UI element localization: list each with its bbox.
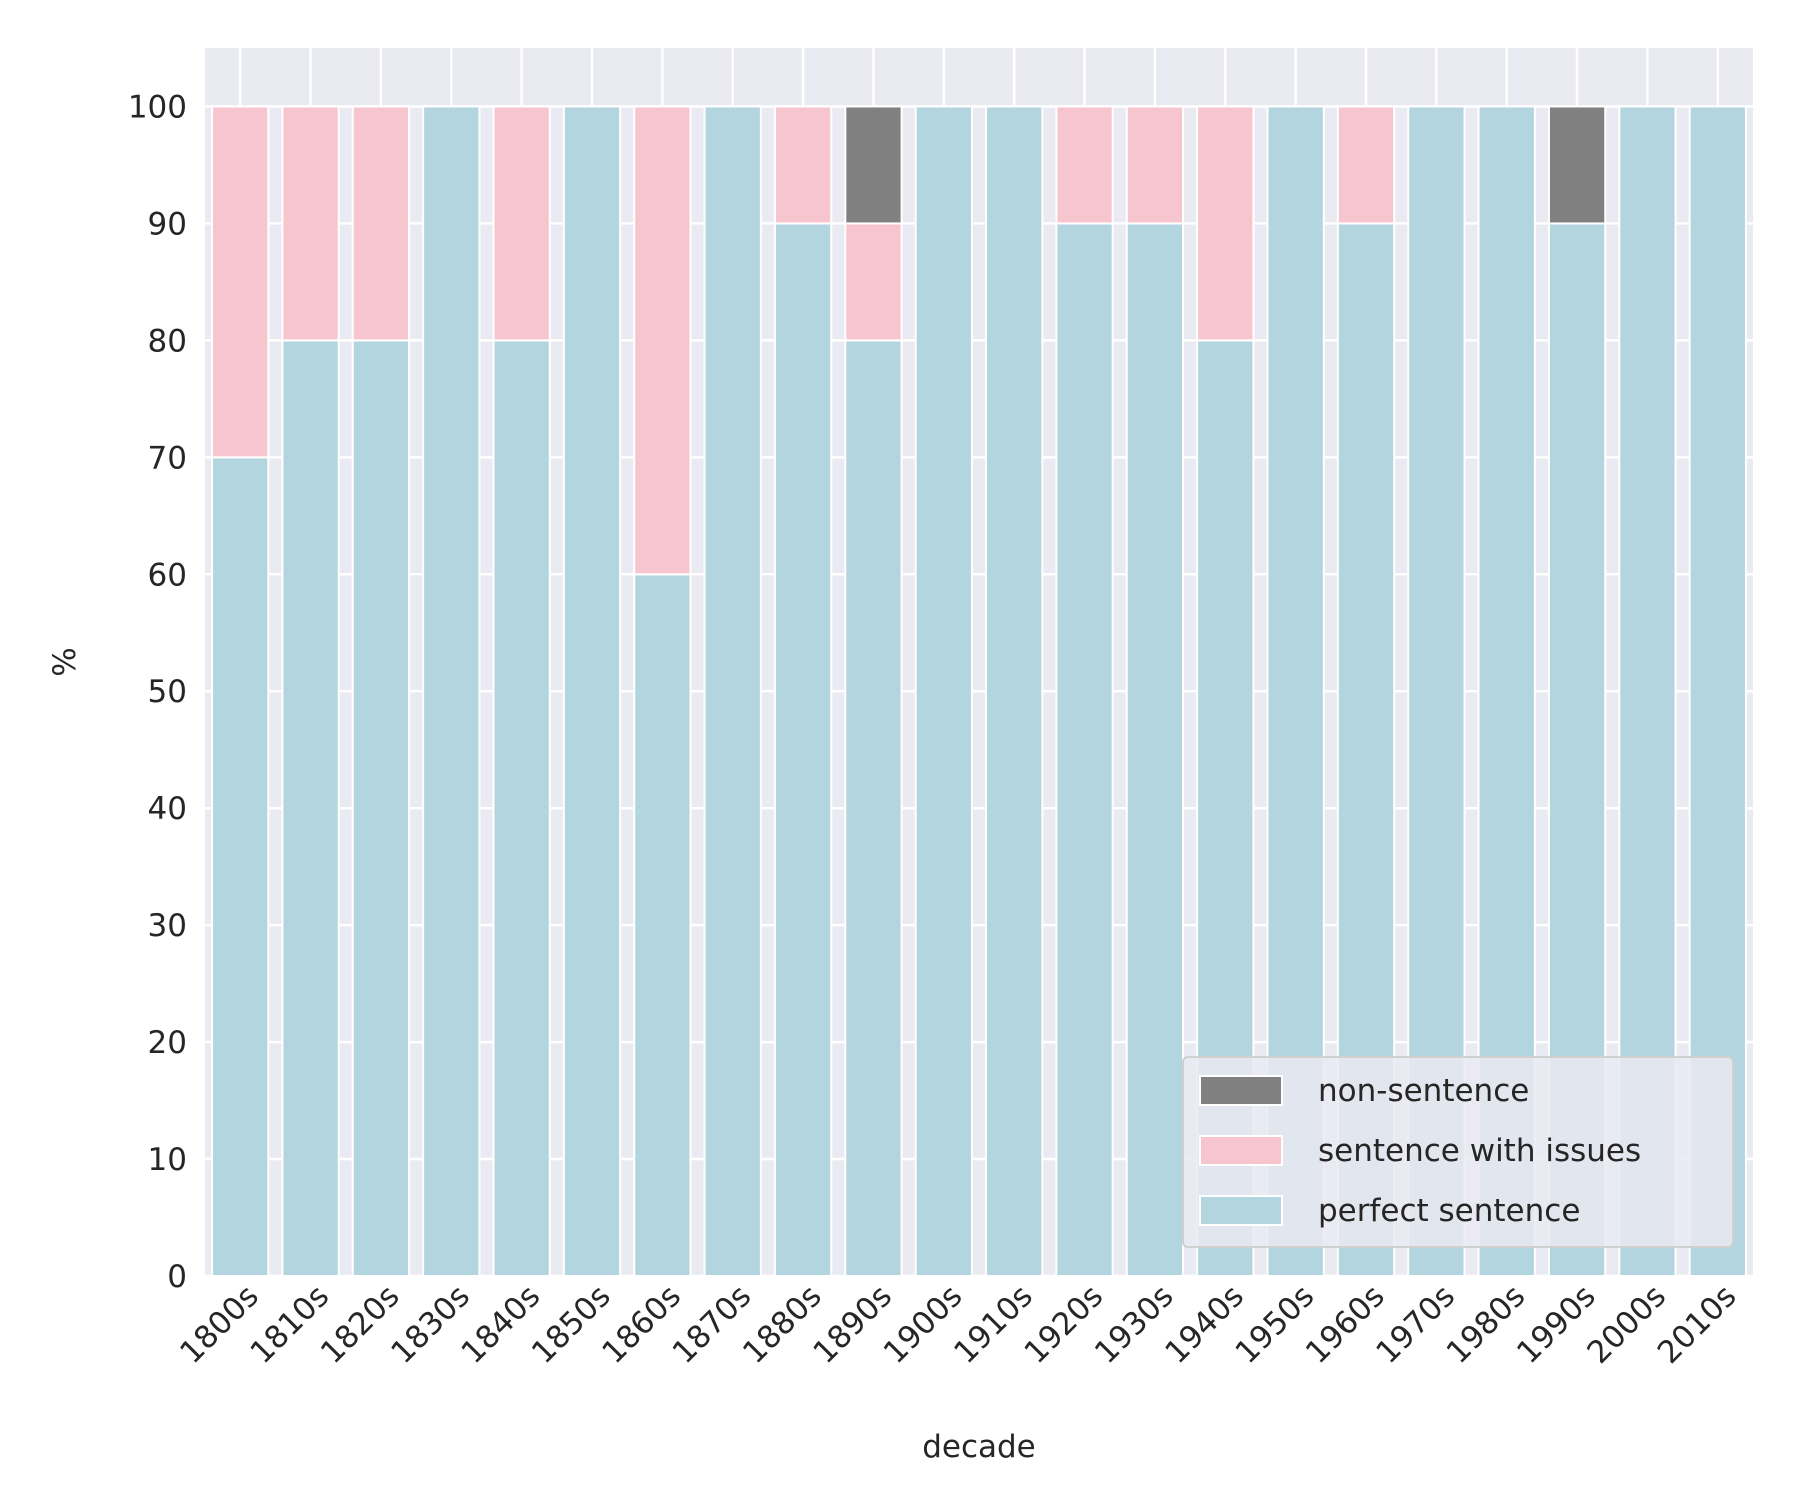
bar-sentence-with-issues-1820s <box>351 105 411 342</box>
bar-non-sentence-1990s <box>1547 105 1607 225</box>
x-tick-label: 1910s <box>947 1278 1040 1371</box>
y-tick-label: 10 <box>148 1142 187 1178</box>
bar-perfect-sentence-1850s <box>562 105 622 1277</box>
y-tick-label: 80 <box>148 323 187 359</box>
y-tick-label: 60 <box>148 557 187 593</box>
bar-perfect-sentence-1890s <box>844 339 903 1277</box>
legend: non-sentence sentence with issues perfect … <box>1182 1056 1734 1248</box>
bar-non-sentence-1890s <box>844 105 903 225</box>
bar-perfect-sentence-1810s <box>281 339 340 1277</box>
x-tick-label: 1830s <box>384 1278 477 1371</box>
x-tick-label: 1990s <box>1510 1278 1603 1371</box>
x-tick-label: 1840s <box>455 1278 548 1371</box>
x-tick-label: 1890s <box>806 1278 899 1371</box>
bar-sentence-with-issues-1930s <box>1125 105 1185 225</box>
x-tick-label: 1940s <box>1158 1278 1251 1371</box>
bar-perfect-sentence-1840s <box>492 339 551 1277</box>
y-tick-label: 50 <box>148 674 187 710</box>
bar-perfect-sentence-1860s <box>633 573 692 1277</box>
bar-sentence-with-issues-1860s <box>633 105 692 576</box>
y-axis-ticks: 0 10 20 30 40 50 60 70 80 90 100 <box>128 89 187 1295</box>
legend-swatch <box>1199 1135 1283 1166</box>
bar-perfect-sentence-1800s <box>211 456 270 1278</box>
y-axis-label: % <box>47 647 83 676</box>
x-tick-label: 1900s <box>877 1278 970 1371</box>
bar-perfect-sentence-1930s <box>1125 222 1185 1277</box>
x-tick-label: 1820s <box>314 1278 407 1371</box>
y-tick-label: 90 <box>148 206 187 242</box>
bar-perfect-sentence-1870s <box>703 105 762 1277</box>
y-tick-label: 30 <box>148 908 187 944</box>
legend-box <box>1182 1056 1734 1248</box>
bar-sentence-with-issues-1920s <box>1055 105 1114 225</box>
bar-perfect-sentence-1910s <box>985 105 1044 1277</box>
x-tick-label: 2010s <box>1651 1278 1744 1371</box>
x-tick-label: 1980s <box>1440 1278 1533 1371</box>
x-tick-label: 2000s <box>1580 1278 1673 1371</box>
bar-sentence-with-issues-1960s <box>1336 105 1396 225</box>
x-axis-label: decade <box>922 1429 1036 1465</box>
bar-perfect-sentence-1820s <box>351 339 411 1277</box>
bar-sentence-with-issues-1890s <box>844 222 903 342</box>
bar-perfect-sentence-1880s <box>773 222 833 1277</box>
x-tick-label: 1810s <box>244 1278 337 1371</box>
bar-sentence-with-issues-1800s <box>211 105 270 459</box>
y-tick-label: 100 <box>128 89 187 125</box>
x-tick-label: 1920s <box>1018 1278 1111 1371</box>
y-tick-label: 0 <box>167 1259 187 1295</box>
legend-swatch <box>1199 1195 1283 1226</box>
bar-sentence-with-issues-1880s <box>773 105 833 225</box>
x-tick-label: 1930s <box>1088 1278 1181 1371</box>
x-axis-ticks: 1800s1810s1820s1830s1840s1850s1860s1870s… <box>173 1278 1743 1371</box>
y-tick-label: 40 <box>148 791 187 827</box>
x-tick-label: 1800s <box>173 1278 266 1371</box>
y-tick-label: 70 <box>148 440 187 476</box>
legend-label: perfect sentence <box>1318 1193 1580 1229</box>
x-tick-label: 1880s <box>736 1278 829 1371</box>
x-tick-label: 1870s <box>666 1278 759 1371</box>
x-tick-label: 1860s <box>595 1278 688 1371</box>
legend-label: sentence with issues <box>1318 1133 1641 1169</box>
bar-sentence-with-issues-1840s <box>492 105 551 342</box>
x-tick-label: 1960s <box>1299 1278 1392 1371</box>
x-tick-label: 1850s <box>525 1278 618 1371</box>
x-tick-label: 1950s <box>1229 1278 1322 1371</box>
legend-label: non-sentence <box>1318 1073 1529 1109</box>
x-tick-label: 1970s <box>1369 1278 1462 1371</box>
y-tick-label: 20 <box>148 1025 187 1061</box>
bar-perfect-sentence-1920s <box>1055 222 1114 1277</box>
bar-sentence-with-issues-1940s <box>1196 105 1255 342</box>
bar-perfect-sentence-1900s <box>914 105 973 1277</box>
legend-swatch <box>1199 1075 1283 1106</box>
bar-sentence-with-issues-1810s <box>281 105 340 342</box>
bar-perfect-sentence-1830s <box>422 105 481 1277</box>
